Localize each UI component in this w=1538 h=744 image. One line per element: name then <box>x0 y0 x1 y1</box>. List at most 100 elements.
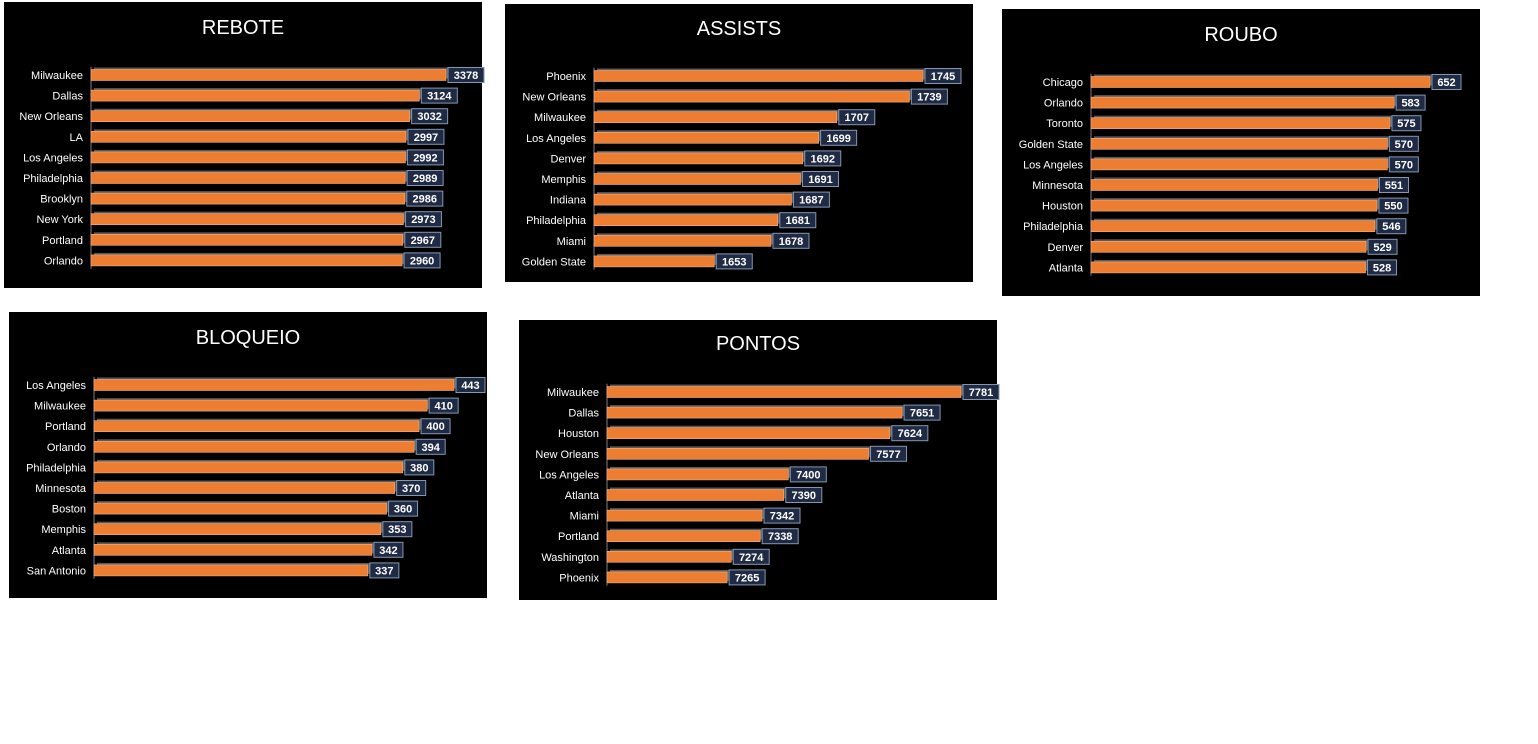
category-label: Philadelphia <box>26 462 87 474</box>
bar <box>93 564 369 577</box>
category-label: Phoenix <box>546 71 586 83</box>
chart-panel-bloqueio: BLOQUEIO Los Angeles 443 Milwaukee 410 Portla… <box>9 312 487 598</box>
category-label: Houston <box>1042 201 1083 213</box>
chart-svg-assists: ASSISTS Phoenix 1745 New Orleans 1739 Milwauk… <box>522 18 962 270</box>
data-label-box <box>415 438 446 455</box>
data-label-box <box>728 569 766 586</box>
category-label: Indiana <box>550 195 587 207</box>
data-label-box <box>903 404 941 421</box>
bar <box>593 132 819 144</box>
category-label: Milwaukee <box>31 70 83 82</box>
data-label: 2967 <box>411 235 435 247</box>
data-label: 360 <box>394 504 412 516</box>
data-label-box <box>1388 156 1419 173</box>
bar <box>1090 220 1376 232</box>
data-label: 1707 <box>845 112 869 124</box>
data-label: 1745 <box>931 71 955 83</box>
category-label: Philadelphia <box>23 173 84 185</box>
data-label: 1653 <box>722 256 746 268</box>
data-label: 2973 <box>411 214 435 226</box>
data-label-box <box>1391 115 1422 132</box>
data-label: 410 <box>435 401 453 413</box>
category-label: Memphis <box>41 524 86 536</box>
category-label: Orlando <box>1044 98 1083 110</box>
data-label: 550 <box>1384 201 1402 213</box>
data-label-box <box>924 68 962 84</box>
category-label: Minnesota <box>35 483 87 495</box>
bar <box>90 234 404 246</box>
data-label: 2960 <box>410 255 434 267</box>
bar <box>606 530 761 542</box>
data-label-box <box>420 418 451 435</box>
data-label: 1699 <box>826 133 850 145</box>
data-label-box <box>1378 197 1409 214</box>
data-label-box <box>804 150 842 167</box>
bar <box>593 70 924 82</box>
bar <box>90 151 406 164</box>
data-label-box <box>891 425 929 442</box>
data-label-box <box>785 487 823 503</box>
category-label: Los Angeles <box>26 380 86 392</box>
bar <box>593 255 715 268</box>
category-label: Los Angeles <box>23 152 83 164</box>
bar <box>1090 241 1367 253</box>
chart-title: ASSISTS <box>697 18 781 40</box>
data-label: 2986 <box>413 194 437 206</box>
chart-panel-pontos: PONTOS Milwaukee 7781 Dallas 7651 Houston 7624… <box>519 320 1000 600</box>
category-label: Golden State <box>1019 139 1083 151</box>
data-label-box <box>763 507 801 524</box>
bar <box>1090 199 1378 212</box>
data-label-box <box>801 171 839 187</box>
data-label: 7265 <box>735 572 759 584</box>
data-label: 7781 <box>969 387 993 399</box>
chart-panel-roubo: ROUBO Chicago 652 Orlando 583 Toronto 575 Golde… <box>1002 9 1480 296</box>
bar <box>93 523 382 535</box>
bar <box>90 110 410 122</box>
bar <box>593 173 801 185</box>
data-label: 1687 <box>799 195 823 207</box>
data-label-box <box>406 190 444 207</box>
bar <box>1090 96 1395 109</box>
data-label-box <box>789 466 827 483</box>
bar <box>593 152 804 165</box>
chart-title: PONTOS <box>716 333 800 355</box>
data-label-box <box>406 170 444 186</box>
data-label: 1691 <box>808 174 832 186</box>
data-label: 443 <box>461 380 479 392</box>
data-label-box <box>404 211 442 228</box>
data-label-box <box>1378 177 1409 193</box>
data-label-box <box>1376 218 1407 235</box>
data-label: 7338 <box>768 531 792 543</box>
data-label-box <box>396 480 427 496</box>
data-label: 551 <box>1385 180 1403 192</box>
data-label: 370 <box>402 483 420 495</box>
category-label: New Orleans <box>19 111 83 123</box>
bar <box>90 131 407 143</box>
category-label: New Orleans <box>522 92 586 104</box>
data-label-box <box>792 191 830 208</box>
category-label: Atlanta <box>1049 262 1084 274</box>
data-label-box <box>388 500 419 517</box>
data-label-box <box>779 212 817 229</box>
category-label: Golden State <box>522 256 586 268</box>
category-label: New Orleans <box>535 449 599 461</box>
data-label-box <box>1431 74 1462 90</box>
bar <box>593 111 838 123</box>
data-label-box <box>838 109 876 126</box>
data-label: 570 <box>1395 159 1413 171</box>
bar <box>93 502 387 515</box>
data-label-box <box>404 231 442 248</box>
data-label: 546 <box>1382 221 1400 233</box>
category-label: Orlando <box>44 255 83 267</box>
category-label: Dallas <box>52 91 83 103</box>
data-label: 394 <box>422 442 441 454</box>
data-label-box <box>732 548 770 565</box>
category-label: Denver <box>551 153 587 165</box>
data-label-box <box>407 128 445 145</box>
bar <box>593 235 772 247</box>
bar <box>90 192 406 205</box>
data-label: 7390 <box>792 490 816 502</box>
chart-svg-rebote: REBOTE Milwaukee 3378 Dallas 3124 New Orleans… <box>19 17 485 269</box>
data-label: 7577 <box>876 449 900 461</box>
data-label: 575 <box>1397 118 1415 130</box>
